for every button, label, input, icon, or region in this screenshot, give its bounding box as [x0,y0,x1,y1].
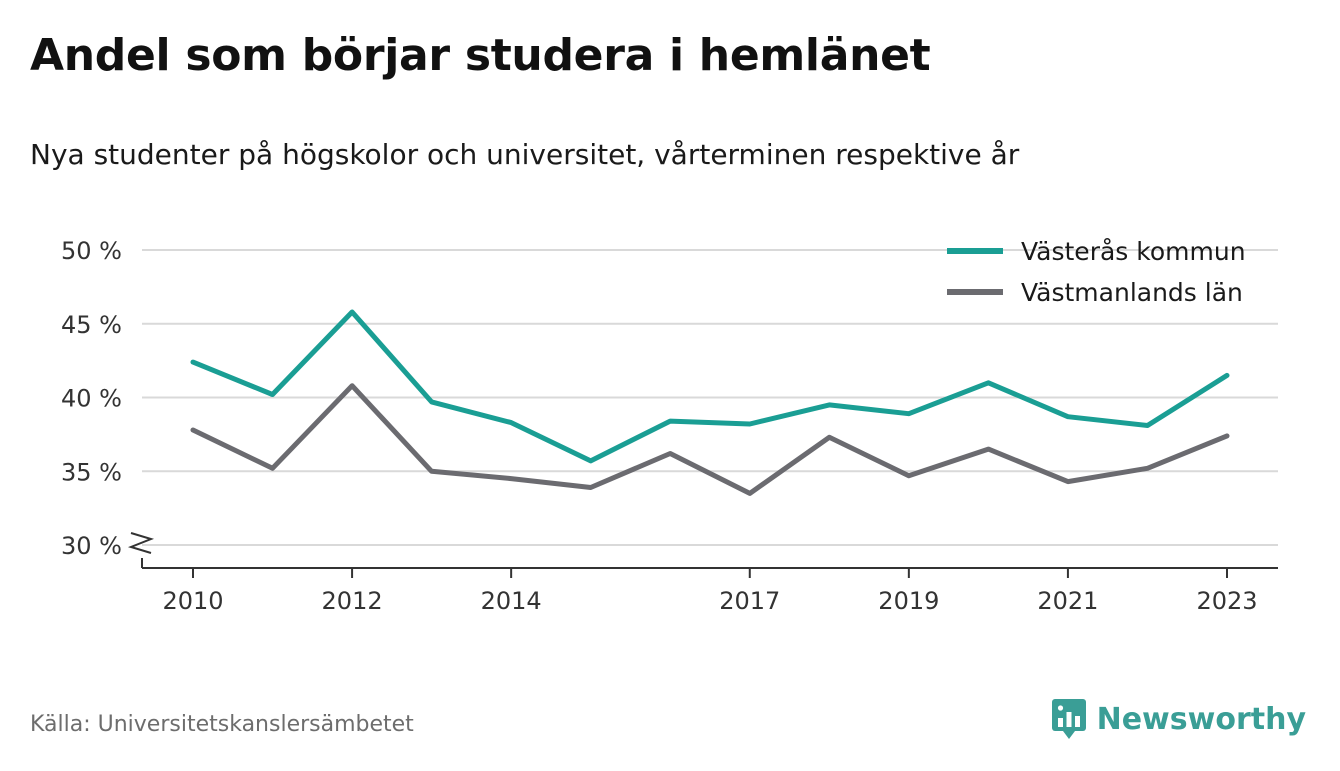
y-tick-label-50: 50 % [61,237,122,265]
x-tick-label-2014: 2014 [481,587,542,615]
brand: Newsworthy [1051,698,1306,740]
x-axis [127,532,1278,569]
brand-name: Newsworthy [1096,701,1306,737]
x-tick-label-2023: 2023 [1196,587,1257,615]
x-tick-label-2012: 2012 [322,587,383,615]
y-tick-label-30: 30 % [61,532,122,560]
x-tick-label-2021: 2021 [1037,587,1098,615]
gridlines [142,249,1278,546]
x-tick-label-2017: 2017 [719,587,780,615]
legend-label-1: Västerås kommun [1021,237,1246,266]
newsworthy-logo-icon [1051,699,1086,739]
x-tick-label-2019: 2019 [878,587,939,615]
y-tick-label-35: 35 % [61,458,122,486]
axis-break-icon [127,532,155,554]
y-tick-label-40: 40 % [61,385,122,413]
series-line-2 [190,383,1230,496]
series-line-1 [190,309,1230,464]
source-note: Källa: Universitetskanslersämbetet [30,712,414,737]
x-tick-label-2010: 2010 [162,587,223,615]
chart-title: Andel som börjar studera i hemlänet [30,30,931,81]
legend-label-2: Västmanlands län [1021,278,1243,307]
y-tick-label-45: 45 % [61,311,122,339]
series-lines [190,309,1230,496]
x-tick-labels: 2010 2012 2014 2017 2019 2021 2023 [162,568,1258,615]
y-tick-labels: 30 % 35 % 40 % 45 % 50 % [61,237,122,560]
legend: Västerås kommun Västmanlands län [947,237,1246,307]
chart-subtitle: Nya studenter på högskolor och universit… [30,138,1020,171]
